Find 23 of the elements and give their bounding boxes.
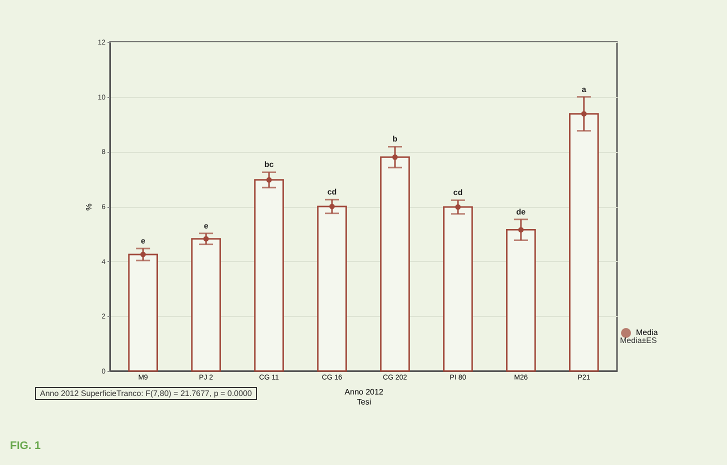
caption: FIG. 1 — [10, 440, 41, 452]
text: Anno 2012 SuperficieTranco: F(7,80) = 21.7677, p = 0.0000 — [35, 387, 257, 400]
annotation: e — [140, 236, 146, 246]
point — [455, 204, 461, 210]
y-axis-title: % — [84, 203, 94, 211]
text: Media±ES — [620, 336, 657, 345]
annotation: e — [204, 221, 209, 230]
point — [203, 236, 209, 242]
annotation: a — [582, 84, 587, 94]
bar — [191, 238, 221, 372]
point — [581, 111, 587, 117]
annotation: cd — [327, 188, 337, 197]
point — [518, 227, 524, 233]
point — [140, 252, 146, 258]
point — [266, 177, 272, 183]
annotation: b — [392, 134, 398, 144]
legend-label: Media — [636, 328, 658, 337]
annotation: cd — [453, 188, 463, 198]
point — [392, 154, 398, 160]
annotation: de — [516, 207, 526, 216]
point — [329, 204, 335, 210]
annotation: bc — [264, 160, 274, 170]
x-axis-title: Anno 2012 Tesi — [344, 388, 384, 406]
